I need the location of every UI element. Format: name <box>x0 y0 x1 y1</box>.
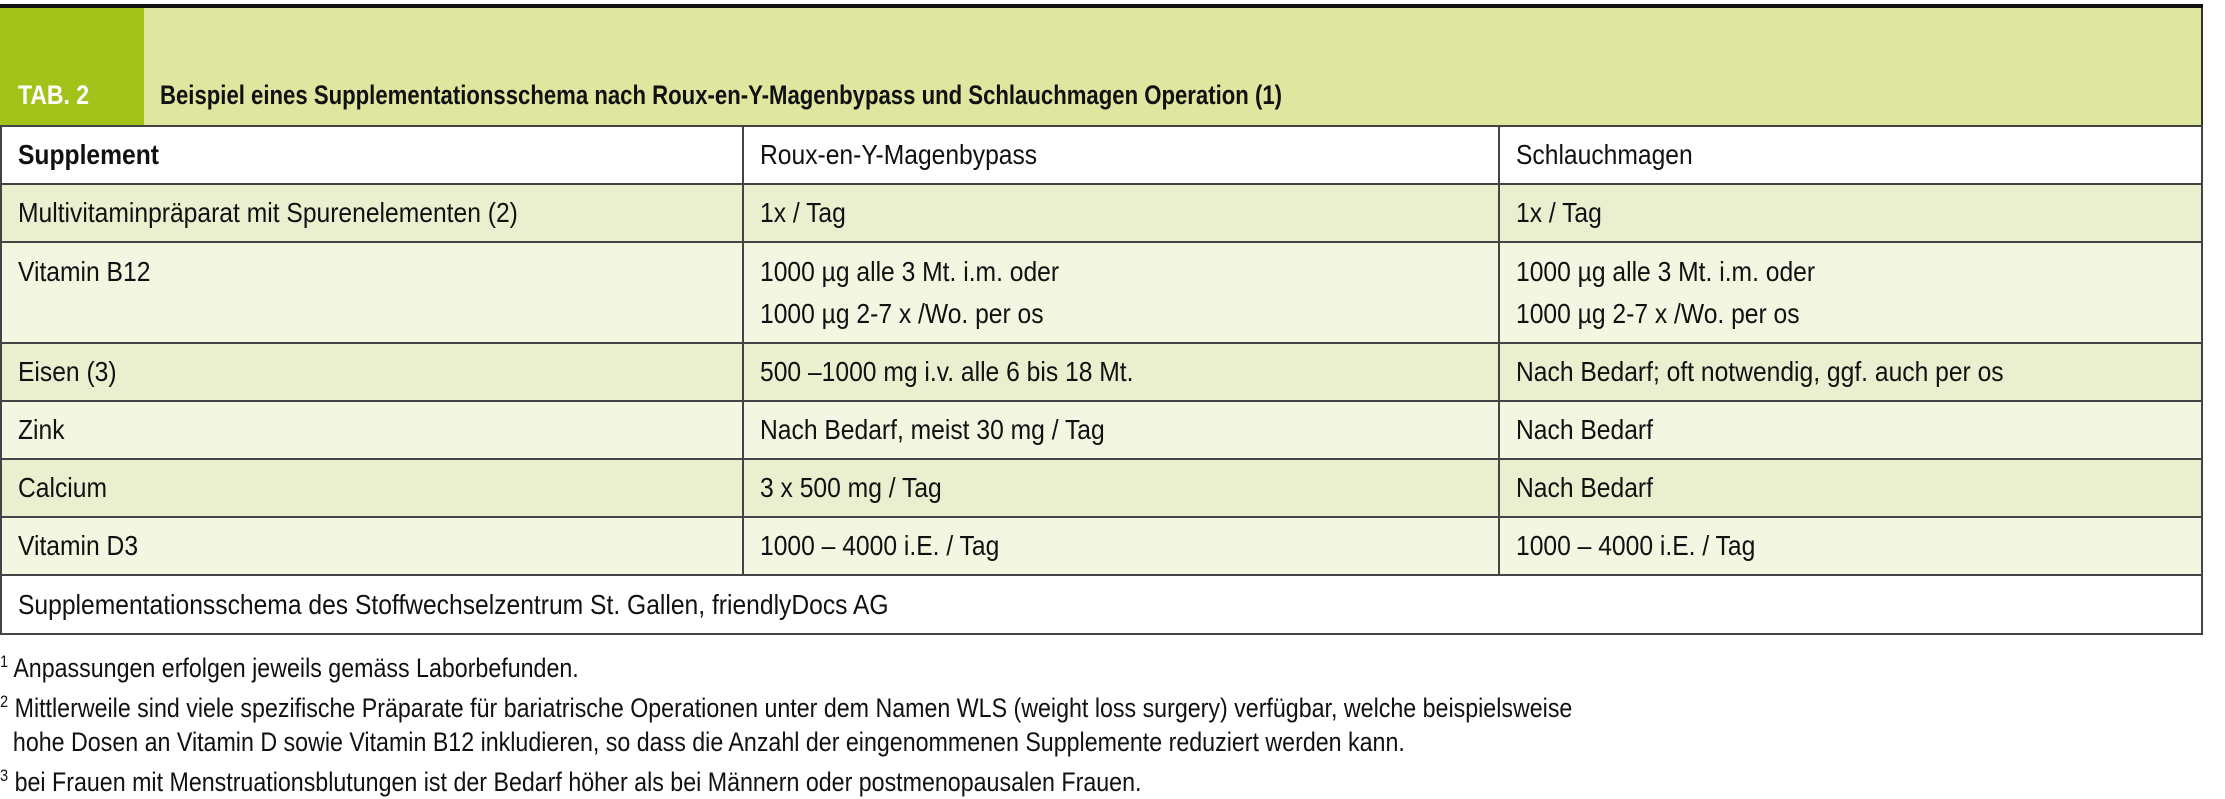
footnotes: 1 Anpassungen erfolgen jeweils gemäss La… <box>0 645 1828 799</box>
cell-sleeve: Nach Bedarf <box>1498 458 2203 518</box>
column-header-row: Supplement Roux-en-Y-Magenbypass Schlauc… <box>0 125 2203 185</box>
table-row: Zink Nach Bedarf, meist 30 mg / Tag Nach… <box>0 400 2203 460</box>
column-header-sleeve: Schlauchmagen <box>1498 125 2203 185</box>
table-header-band: TAB. 2 Beispiel eines Supplementationssc… <box>0 8 2203 125</box>
cell-supplement: Vitamin D3 <box>0 516 744 576</box>
source-note: Supplementationsschema des Stoffwechselz… <box>0 574 2203 635</box>
cell-bypass: 1000 – 4000 i.E. / Tag <box>742 516 1500 576</box>
table-row: Vitamin D3 1000 – 4000 i.E. / Tag 1000 –… <box>0 516 2203 576</box>
cell-bypass: 500 –1000 mg i.v. alle 6 bis 18 Mt. <box>742 342 1500 402</box>
column-header-supplement: Supplement <box>0 125 744 185</box>
footnote-1: 1 Anpassungen erfolgen jeweils gemäss La… <box>0 652 579 683</box>
column-header-bypass: Roux-en-Y-Magenbypass <box>742 125 1500 185</box>
cell-bypass: 3 x 500 mg / Tag <box>742 458 1500 518</box>
footnote-3: 3 bei Frauen mit Menstruationsblutungen … <box>0 766 1142 797</box>
cell-supplement: Eisen (3) <box>0 342 744 402</box>
cell-supplement: Calcium <box>0 458 744 518</box>
footnote-2-continued: hohe Dosen an Vitamin D sowie Vitamin B1… <box>12 727 1405 757</box>
tab-label-block: TAB. 2 <box>0 8 144 125</box>
cell-sleeve: Nach Bedarf; oft notwendig, ggf. auch pe… <box>1498 342 2203 402</box>
top-rule <box>0 4 2203 8</box>
cell-sleeve: 1x / Tag <box>1498 183 2203 243</box>
footnote-2: 2 Mittlerweile sind viele spezifische Pr… <box>0 692 1573 723</box>
cell-supplement: Zink <box>0 400 744 460</box>
table-row: Eisen (3) 500 –1000 mg i.v. alle 6 bis 1… <box>0 342 2203 402</box>
table-title: Beispiel eines Supplementationsschema na… <box>160 80 1283 110</box>
cell-bypass: Nach Bedarf, meist 30 mg / Tag <box>742 400 1500 460</box>
cell-sleeve: Nach Bedarf <box>1498 400 2203 460</box>
cell-sleeve: 1000 µg alle 3 Mt. i.m. oder 1000 µg 2-7 … <box>1498 241 2203 344</box>
supplement-table: Supplement Roux-en-Y-Magenbypass Schlauc… <box>0 125 2203 635</box>
cell-supplement: Vitamin B12 <box>0 241 744 344</box>
cell-bypass: 1x / Tag <box>742 183 1500 243</box>
table-row: Calcium 3 x 500 mg / Tag Nach Bedarf <box>0 458 2203 518</box>
cell-sleeve: 1000 – 4000 i.E. / Tag <box>1498 516 2203 576</box>
table-row: Vitamin B12 1000 µg alle 3 Mt. i.m. oder… <box>0 241 2203 344</box>
source-row: Supplementationsschema des Stoffwechselz… <box>0 574 2203 635</box>
cell-bypass: 1000 µg alle 3 Mt. i.m. oder 1000 µg 2-7 … <box>742 241 1500 344</box>
tab-label: TAB. 2 <box>18 80 89 110</box>
cell-supplement: Multivitaminpräparat mit Spurenelementen… <box>0 183 744 243</box>
table-row: Multivitaminpräparat mit Spurenelementen… <box>0 183 2203 243</box>
